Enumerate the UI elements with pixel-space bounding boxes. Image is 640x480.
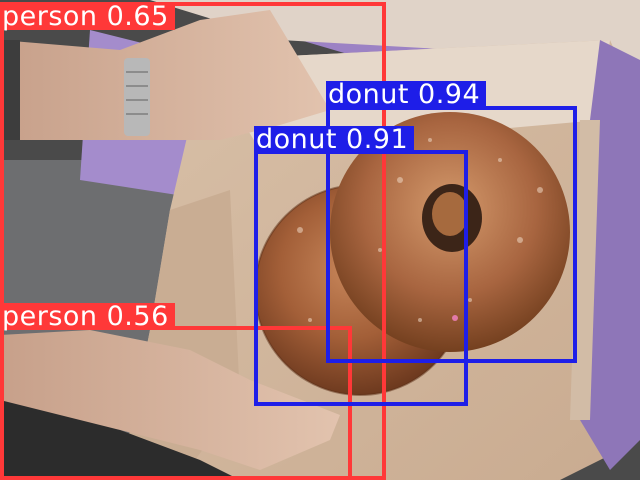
person-label-1: person 0.65 [0, 3, 175, 30]
donut-box-2 [254, 150, 468, 406]
donut-box-1 [326, 106, 577, 363]
person-label-2: person 0.56 [0, 303, 175, 330]
donut-label-1: donut 0.94 [326, 81, 487, 108]
donut-label-2: donut 0.91 [254, 126, 415, 153]
